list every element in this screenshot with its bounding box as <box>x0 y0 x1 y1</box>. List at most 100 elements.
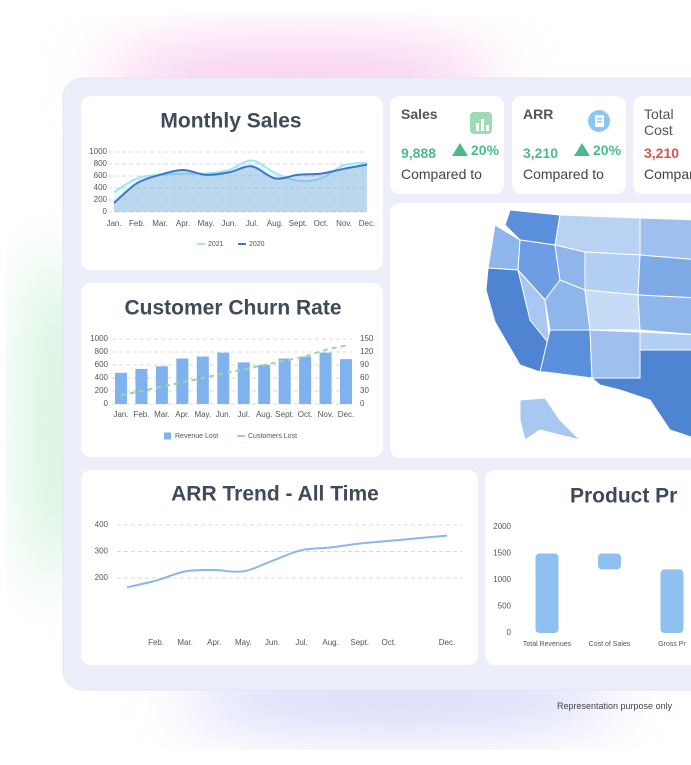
legend-label: Customers Lost <box>248 433 297 440</box>
line <box>120 344 347 397</box>
bar <box>278 358 291 404</box>
x-tick-label: Oct. <box>298 410 313 419</box>
chart-title: Customer Churn Rate <box>124 297 341 320</box>
x-tick-label: Jun. <box>265 638 280 647</box>
kpi-card: ARR 3,210 20% Compared to <box>512 96 626 194</box>
chart-title: Monthly Sales <box>160 110 301 133</box>
y-tick-label: 60 <box>360 373 369 382</box>
card <box>81 470 478 665</box>
bar <box>598 553 621 570</box>
bar <box>319 352 332 404</box>
card <box>81 283 383 457</box>
bar <box>535 553 559 633</box>
bar <box>237 362 250 404</box>
kpi-change: 20% <box>574 142 621 158</box>
y-tick-label: 200 <box>95 573 109 582</box>
chart-title: ARR Trend - All Time <box>171 483 379 506</box>
kpi-note: Compared to <box>523 166 604 182</box>
y-tick-label: 0 <box>507 628 512 637</box>
bar <box>660 569 684 633</box>
y-tick-label: 400 <box>95 520 109 529</box>
y-tick-label: 400 <box>95 373 109 382</box>
x-tick-label: Apr. <box>176 219 190 228</box>
x-tick-label: Mar. <box>152 219 168 228</box>
kpi-value: 3,210 <box>644 145 680 161</box>
x-tick-label: Oct. <box>314 219 329 228</box>
x-tick-label: Mar. <box>154 410 170 419</box>
x-tick-label: Jan. <box>106 219 121 228</box>
y-tick-label: 0 <box>104 399 109 408</box>
x-tick-label: Sept. <box>350 638 369 647</box>
kpi-value: 9,888 <box>401 145 437 161</box>
x-tick-label: Sept. <box>289 219 308 228</box>
y-tick-label: 90 <box>360 360 369 369</box>
y-tick-label: 0 <box>103 207 108 216</box>
x-tick-label: May. <box>235 638 252 647</box>
x-tick-label: Mar. <box>177 638 193 647</box>
kpi-change: 20% <box>452 142 499 158</box>
y-tick-label: 2000 <box>493 522 511 531</box>
bar <box>115 372 127 404</box>
bar <box>217 352 230 404</box>
icon <box>588 110 610 132</box>
us-map <box>485 209 691 441</box>
legend-label: 2020 <box>249 241 265 248</box>
bar <box>196 356 209 404</box>
x-tick-label: Feb. <box>133 410 149 419</box>
x-tick-label: Feb. <box>148 638 164 647</box>
x-tick-label: Oct. <box>381 638 396 647</box>
kpi-value: 3,210 <box>523 145 559 161</box>
line <box>113 163 368 204</box>
y-tick-label: 1500 <box>493 549 511 558</box>
kpi-card: Total Cost 3,210 Compared to <box>633 96 691 194</box>
y-tick-label: 30 <box>360 386 369 395</box>
x-tick-label: Cost of Sales <box>589 641 631 648</box>
x-tick-label: Nov. <box>336 219 352 228</box>
x-tick-label: Sept. <box>275 410 294 419</box>
bar <box>258 365 271 404</box>
y-tick-label: 300 <box>95 547 109 556</box>
y-tick-label: 600 <box>94 171 108 180</box>
y-tick-label: 800 <box>94 159 108 168</box>
kpi-label: Sales <box>401 106 438 122</box>
y-tick-label: 1000 <box>90 334 108 343</box>
x-tick-label: Aug. <box>267 219 283 228</box>
legend-label: Revenue Lost <box>175 433 218 440</box>
x-tick-label: Dec. <box>338 410 354 419</box>
kpi-note: Compared to <box>401 166 482 182</box>
x-tick-label: Nov. <box>318 410 334 419</box>
bar <box>299 356 312 404</box>
bar <box>135 368 148 404</box>
y-tick-label: 500 <box>498 602 512 611</box>
x-tick-label: Jan. <box>113 410 128 419</box>
y-tick-label: 0 <box>360 399 365 408</box>
x-tick-label: Aug. <box>256 410 272 419</box>
kpi-change-text: 20% <box>593 142 622 158</box>
legend-swatch <box>164 432 171 440</box>
x-tick-label: Gross Pr <box>658 641 686 648</box>
y-tick-label: 1000 <box>493 575 511 584</box>
y-tick-label: 150 <box>360 334 374 343</box>
bar <box>340 359 352 404</box>
kpi-label: ARR <box>523 106 554 122</box>
x-tick-label: Total Revenues <box>523 641 572 648</box>
y-tick-label: 400 <box>94 183 108 192</box>
kpi-change-text: 20% <box>471 142 500 158</box>
x-tick-label: Feb. <box>129 219 145 228</box>
x-tick-label: Apr. <box>207 638 221 647</box>
card <box>81 96 383 270</box>
kpi-note: Compared to <box>644 166 691 182</box>
x-tick-label: Dec. <box>439 638 455 647</box>
chart-title: Product Pr <box>570 485 677 508</box>
y-tick-label: 600 <box>95 360 109 369</box>
x-tick-label: Jun. <box>216 410 231 419</box>
y-tick-label: 1000 <box>89 147 107 156</box>
x-tick-label: Aug. <box>322 638 338 647</box>
x-tick-label: Jun. <box>221 219 236 228</box>
x-tick-label: May. <box>198 219 215 228</box>
area <box>114 160 367 212</box>
kpi-label: Total Cost <box>644 106 674 138</box>
y-tick-label: 800 <box>95 347 109 356</box>
